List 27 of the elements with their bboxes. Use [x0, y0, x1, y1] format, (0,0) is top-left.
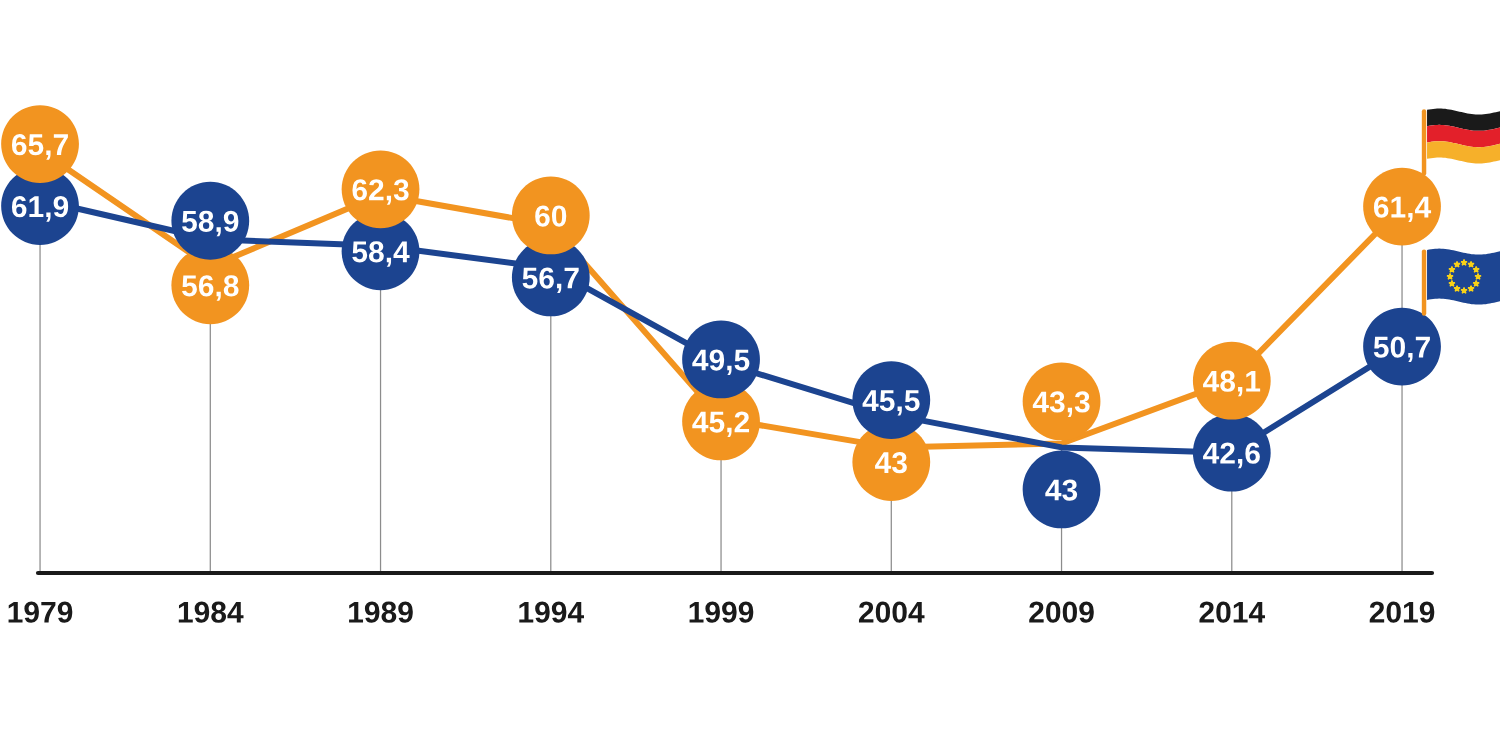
data-label: 42,6: [1203, 442, 1260, 469]
x-tick-label: 2004: [858, 601, 925, 623]
data-label: 60: [535, 205, 567, 227]
data-label: 43,3: [1032, 391, 1090, 417]
data-label: 50,7: [1373, 336, 1430, 363]
x-tick-label: 2009: [1029, 601, 1094, 623]
data-label: 45,5: [862, 390, 920, 416]
x-tick-label: 1999: [689, 601, 754, 623]
data-label: 48,1: [1203, 370, 1261, 397]
data-label: 58,9: [182, 210, 239, 237]
data-label: 49,5: [692, 349, 750, 375]
data-label: 65,7: [11, 134, 68, 160]
data-label: 61,4: [1373, 196, 1432, 223]
data-label: 62,3: [352, 179, 409, 205]
x-tick-label: 1989: [349, 601, 413, 623]
x-tick-label: 1994: [519, 601, 584, 623]
x-tick-label: 1984: [178, 601, 244, 623]
data-label: 58,4: [352, 241, 410, 267]
data-label: 61,9: [11, 196, 69, 222]
data-label: 56,7: [522, 267, 579, 293]
data-label: 43: [875, 451, 907, 474]
data-label: 43: [1045, 479, 1078, 501]
data-label: 45,2: [692, 411, 750, 437]
data-label: 56,8: [182, 275, 239, 301]
x-tick-label: 1979: [8, 601, 73, 623]
x-tick-label: 2014: [1199, 601, 1265, 623]
x-tick-label: 2019: [1369, 601, 1435, 623]
